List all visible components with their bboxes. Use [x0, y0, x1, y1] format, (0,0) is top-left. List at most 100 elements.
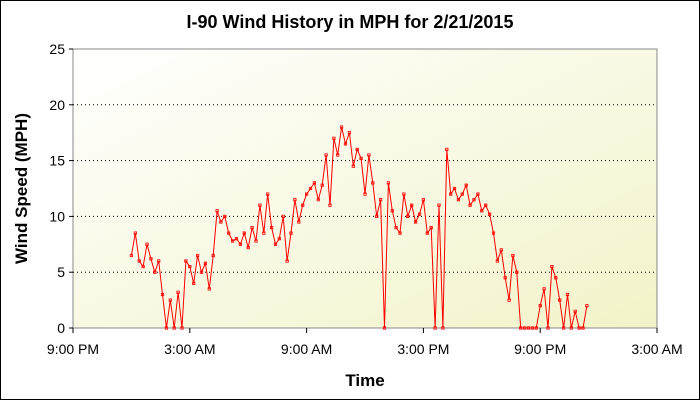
data-point — [421, 198, 426, 202]
data-point — [192, 281, 196, 286]
data-point — [569, 326, 573, 330]
data-point — [530, 326, 535, 330]
data-point — [375, 214, 379, 218]
data-point — [137, 259, 141, 263]
data-point — [487, 212, 492, 216]
data-point — [262, 231, 266, 235]
data-point — [176, 290, 180, 294]
x-tick-label: 9:00 PM — [514, 341, 566, 357]
data-point — [289, 231, 293, 235]
data-point — [324, 153, 328, 157]
data-point — [480, 209, 484, 213]
data-point — [281, 214, 285, 218]
x-tick-label: 3:00 AM — [164, 341, 215, 357]
data-point — [515, 270, 519, 274]
data-point — [195, 253, 200, 258]
data-point — [164, 326, 168, 330]
data-point — [168, 298, 172, 302]
data-point — [347, 131, 352, 135]
data-point — [526, 326, 531, 330]
data-point — [445, 147, 449, 151]
series-group — [129, 125, 589, 330]
data-point — [472, 198, 476, 202]
data-point — [581, 326, 585, 330]
data-point — [554, 276, 558, 280]
data-point — [499, 248, 503, 252]
x-tick-label: 3:00 AM — [631, 341, 682, 357]
data-point — [468, 203, 472, 207]
data-point — [188, 264, 192, 269]
data-point — [410, 203, 414, 207]
data-point — [433, 326, 437, 330]
data-point — [495, 259, 500, 263]
data-point — [565, 292, 570, 297]
data-point — [460, 192, 464, 196]
data-point — [312, 181, 317, 185]
data-point — [145, 242, 149, 246]
data-point — [363, 192, 367, 196]
data-point — [301, 203, 305, 207]
data-point — [157, 259, 161, 263]
data-point — [316, 198, 320, 202]
data-point — [413, 220, 418, 224]
data-point — [585, 304, 589, 308]
data-point — [441, 326, 445, 330]
data-point — [203, 261, 207, 265]
data-point — [371, 181, 375, 185]
data-point — [332, 136, 336, 140]
data-point — [523, 326, 527, 330]
data-point — [308, 186, 313, 191]
data-point — [546, 326, 550, 330]
gridlines — [73, 104, 657, 273]
data-point — [141, 264, 145, 269]
data-point — [538, 304, 542, 308]
data-point — [184, 259, 188, 263]
data-point — [277, 237, 281, 241]
data-point — [542, 287, 546, 291]
data-point — [207, 287, 211, 291]
series-line — [130, 126, 588, 329]
chart-title: I-90 Wind History in MPH for 2/21/2015 — [187, 12, 514, 32]
data-point — [343, 142, 348, 146]
data-point — [339, 125, 344, 129]
data-point — [293, 198, 297, 202]
data-point — [449, 192, 453, 196]
x-tick-label: 9:00 AM — [281, 341, 332, 357]
data-point — [219, 220, 223, 224]
data-point — [160, 292, 165, 297]
data-point — [425, 231, 429, 235]
data-point — [394, 225, 398, 230]
data-point — [285, 259, 289, 263]
data-point — [550, 264, 554, 269]
data-point — [406, 214, 410, 218]
data-point — [336, 153, 340, 157]
data-point — [320, 183, 324, 187]
data-point — [452, 186, 457, 191]
x-axis-label: Time — [345, 371, 384, 390]
y-tick-label: 0 — [57, 320, 65, 336]
data-point — [558, 298, 562, 302]
data-point — [476, 192, 480, 196]
data-point — [359, 156, 363, 160]
data-point — [266, 192, 270, 196]
data-point — [242, 231, 246, 235]
data-point — [129, 253, 133, 258]
data-point — [491, 231, 496, 235]
y-tick-label: 20 — [49, 97, 65, 113]
data-point — [254, 239, 258, 243]
data-point — [297, 220, 301, 224]
data-point — [211, 253, 215, 258]
data-point — [304, 192, 309, 196]
data-point — [464, 183, 468, 187]
data-point — [351, 164, 355, 168]
data-point — [230, 239, 235, 243]
data-point — [246, 245, 250, 250]
data-point — [507, 298, 511, 302]
data-point — [562, 326, 566, 330]
data-point — [503, 276, 507, 280]
data-point — [402, 192, 406, 196]
data-point — [355, 147, 359, 151]
x-tick-label: 3:00 PM — [397, 341, 449, 357]
data-point — [429, 225, 433, 230]
